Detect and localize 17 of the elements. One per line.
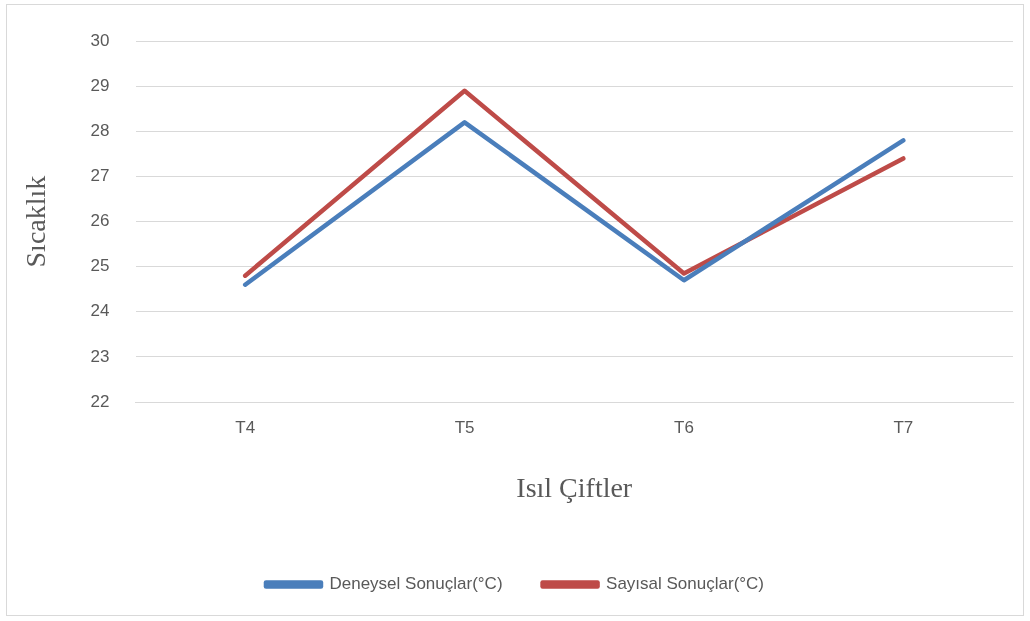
legend-label: Deneysel Sonuçlar(°C): [329, 574, 503, 594]
y-tick-label: 29: [90, 75, 110, 95]
x-tick-label: T5: [454, 417, 475, 437]
y-tick-label: 24: [90, 301, 110, 321]
y-axis-title: Sıcaklık: [20, 175, 52, 268]
y-tick-label: 30: [90, 30, 110, 50]
y-tick-label: 26: [90, 211, 110, 231]
legend-label: Sayısal Sonuçlar(°C): [606, 574, 765, 594]
x-tick-label: T4: [235, 417, 256, 437]
y-tick-label: 27: [90, 166, 110, 186]
x-axis-title: Isıl Çiftler: [516, 471, 633, 503]
y-tick-label: 22: [90, 391, 110, 411]
y-tick-label: 28: [90, 121, 110, 141]
x-tick-label: T6: [674, 417, 694, 437]
y-tick-label: 25: [90, 256, 110, 276]
y-tick-label: 23: [90, 346, 110, 366]
x-tick-label: T7: [893, 417, 914, 437]
